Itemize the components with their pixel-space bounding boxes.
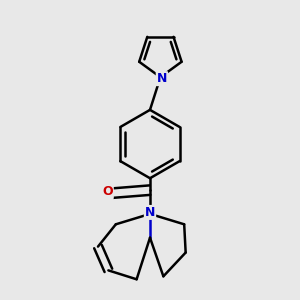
Text: N: N <box>145 206 155 219</box>
Text: N: N <box>157 72 167 85</box>
Text: O: O <box>102 185 113 198</box>
